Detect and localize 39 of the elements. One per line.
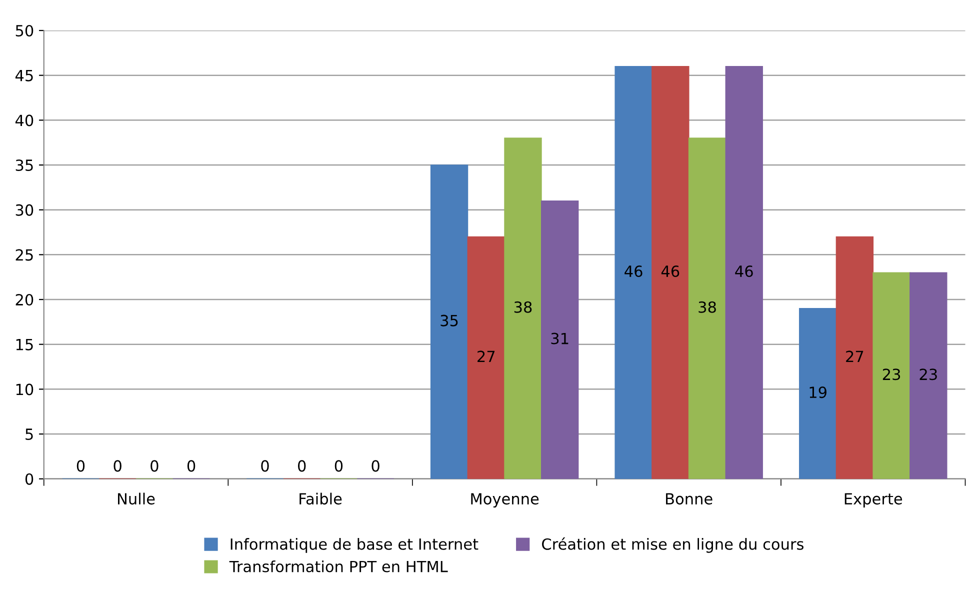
legend-label: Création et mise en ligne du cours — [542, 537, 804, 553]
y-tick-label: 15 — [16, 339, 33, 350]
data-label: 0 — [372, 460, 380, 472]
data-label: 35 — [440, 314, 458, 326]
x-tick-label: Experte — [844, 493, 902, 508]
legend-label: Informatique de base et Internet — [230, 538, 478, 553]
y-tick-label: 35 — [16, 159, 33, 172]
data-label: 0 — [298, 460, 306, 472]
data-label: 0 — [261, 460, 269, 472]
data-label: 0 — [187, 460, 196, 472]
y-tick-label: 0 — [25, 473, 34, 485]
y-tick-label: 25 — [16, 249, 33, 261]
y-tick-label: 45 — [15, 70, 33, 82]
data-label: 31 — [551, 332, 568, 344]
y-tick-label: 5 — [26, 428, 33, 440]
data-label: 27 — [846, 350, 864, 362]
y-tick-label: 20 — [16, 294, 34, 306]
x-tick-label: Faible — [300, 492, 342, 505]
y-tick-label: 30 — [16, 204, 34, 216]
legend-label: Transformation PPT en HTML — [229, 560, 448, 572]
data-label: 0 — [76, 460, 85, 472]
y-tick-label: 50 — [16, 24, 34, 37]
x-tick-label: Moyenne — [471, 493, 539, 508]
data-label: 23 — [882, 368, 900, 380]
data-label: 23 — [920, 368, 937, 380]
data-label: 0 — [150, 460, 158, 472]
data-label: 38 — [514, 301, 532, 313]
data-label: 27 — [478, 350, 495, 362]
data-label: 19 — [810, 386, 826, 398]
y-tick-label: 40 — [15, 114, 34, 126]
data-label: 46 — [735, 265, 753, 278]
data-label: 46 — [661, 265, 680, 278]
data-label: 0 — [114, 460, 122, 472]
x-tick-label: Nulle — [118, 492, 155, 505]
y-tick-label: 10 — [16, 384, 34, 396]
x-tick-label: Bonne — [666, 493, 712, 505]
data-label: 0 — [334, 460, 343, 472]
data-label: 38 — [698, 301, 716, 313]
data-label: 46 — [624, 265, 642, 278]
